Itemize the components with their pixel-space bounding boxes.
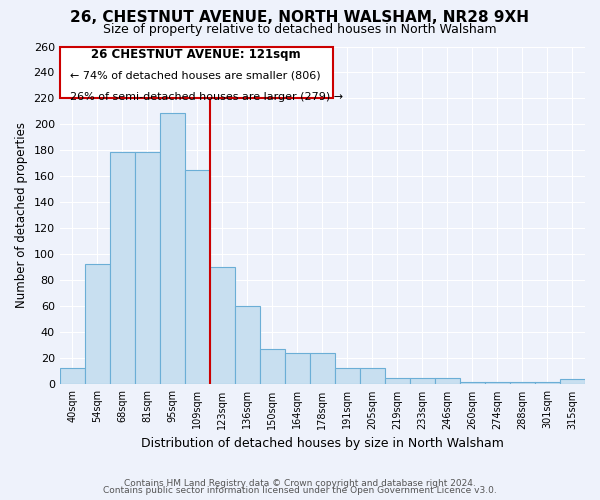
Bar bbox=[110, 152, 135, 384]
Bar bbox=[485, 382, 510, 384]
Text: 26, CHESTNUT AVENUE, NORTH WALSHAM, NR28 9XH: 26, CHESTNUT AVENUE, NORTH WALSHAM, NR28… bbox=[71, 10, 530, 25]
Bar bbox=[285, 353, 310, 384]
Text: 26% of semi-detached houses are larger (279) →: 26% of semi-detached houses are larger (… bbox=[70, 92, 343, 102]
Bar bbox=[335, 368, 360, 384]
Bar bbox=[560, 379, 585, 384]
Text: Contains HM Land Registry data © Crown copyright and database right 2024.: Contains HM Land Registry data © Crown c… bbox=[124, 478, 476, 488]
Text: Size of property relative to detached houses in North Walsham: Size of property relative to detached ho… bbox=[103, 22, 497, 36]
Text: 26 CHESTNUT AVENUE: 121sqm: 26 CHESTNUT AVENUE: 121sqm bbox=[91, 48, 301, 61]
Bar bbox=[360, 368, 385, 384]
Text: Contains public sector information licensed under the Open Government Licence v3: Contains public sector information licen… bbox=[103, 486, 497, 495]
Y-axis label: Number of detached properties: Number of detached properties bbox=[15, 122, 28, 308]
Bar bbox=[210, 268, 235, 384]
X-axis label: Distribution of detached houses by size in North Walsham: Distribution of detached houses by size … bbox=[141, 437, 504, 450]
Bar bbox=[235, 306, 260, 384]
Bar bbox=[160, 113, 185, 384]
Bar bbox=[310, 353, 335, 384]
FancyBboxPatch shape bbox=[59, 46, 333, 98]
Bar bbox=[410, 378, 435, 384]
Bar bbox=[535, 382, 560, 384]
Bar bbox=[510, 382, 535, 384]
Bar bbox=[85, 264, 110, 384]
Bar bbox=[435, 378, 460, 384]
Bar bbox=[185, 170, 210, 384]
Text: ← 74% of detached houses are smaller (806): ← 74% of detached houses are smaller (80… bbox=[70, 70, 321, 80]
Bar bbox=[59, 368, 85, 384]
Bar bbox=[260, 350, 285, 384]
Bar bbox=[385, 378, 410, 384]
Bar bbox=[135, 152, 160, 384]
Bar bbox=[460, 382, 485, 384]
